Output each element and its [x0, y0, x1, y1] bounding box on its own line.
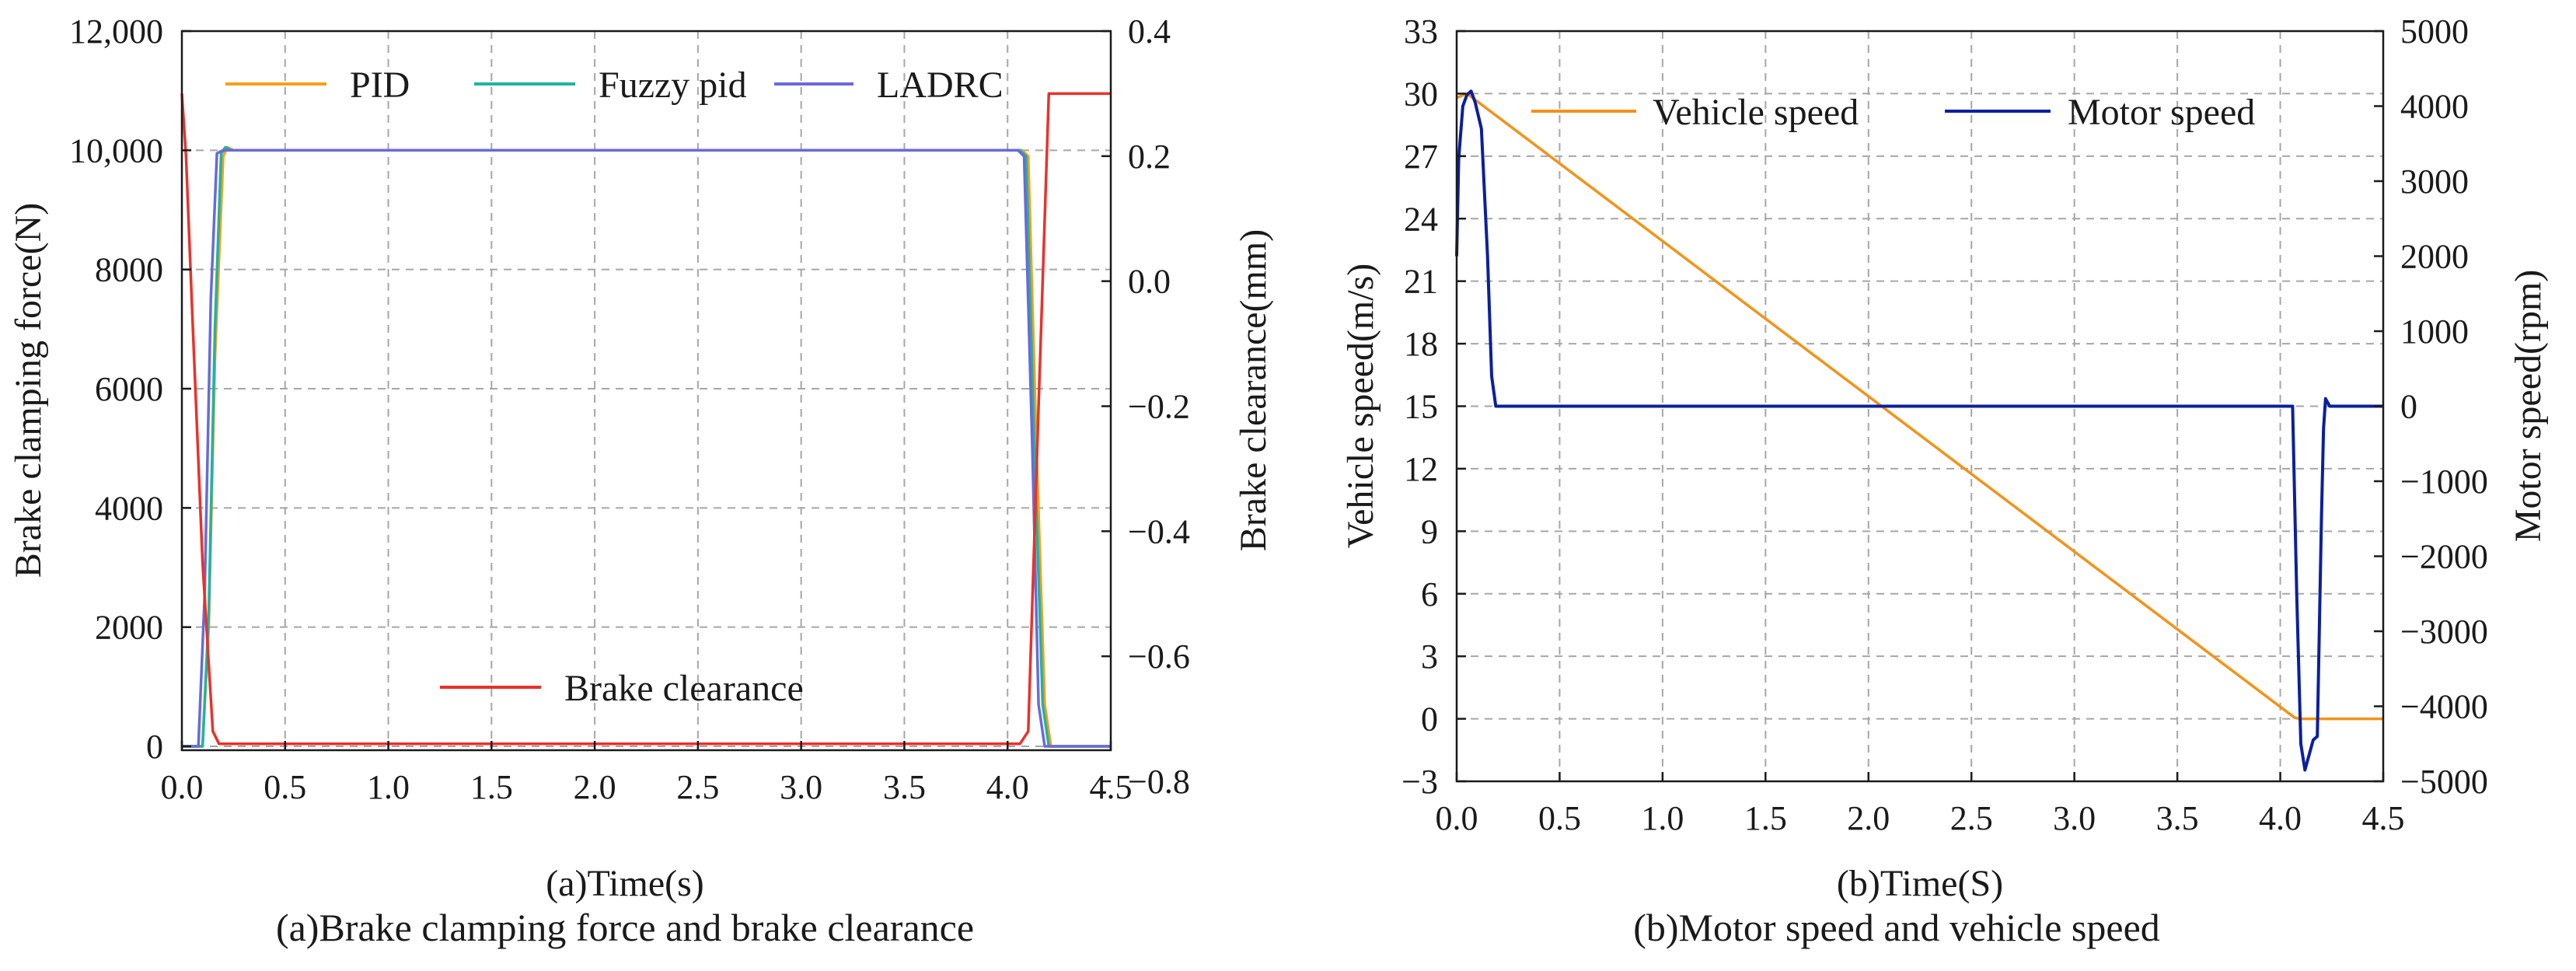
panel-b-series [1455, 89, 2383, 772]
x-tick-label: 0.0 [161, 768, 204, 806]
x-tick-label: 1.5 [470, 768, 513, 806]
legend-motor-speed-label: Motor speed [2068, 92, 2255, 133]
legend-pid-label: PID [350, 65, 410, 106]
x-tick-label: 4.5 [2362, 799, 2405, 837]
y-tick-label: −3 [1401, 763, 1438, 801]
x-tick-label: 3.5 [883, 768, 926, 806]
y2-tick-label: −5000 [2400, 763, 2488, 801]
panel-b-legend: Vehicle speed Motor speed [1531, 92, 2255, 133]
panel-a-y-axis-label: Brake clamping force(N) [8, 203, 49, 578]
x-tick-label: 4.5 [1090, 768, 1133, 806]
x-tick-label: 1.0 [1641, 799, 1684, 837]
x-tick-label: 4.0 [2259, 799, 2302, 837]
y-tick-label: 15 [1404, 388, 1438, 426]
x-tick-label: 0.5 [264, 768, 306, 806]
panel-b-x-axis-label: (b)Time(S) [1837, 863, 2003, 904]
x-tick-label: 4.0 [986, 768, 1029, 806]
y2-tick-label: 2000 [2400, 238, 2469, 276]
legend-brake-clearance-label: Brake clearance [564, 668, 804, 709]
y-tick-label: 0 [146, 728, 163, 766]
panel-a-x-axis-label: (a)Time(s) [546, 863, 704, 904]
panel-a-caption: (a)Brake clamping force and brake cleara… [276, 906, 974, 949]
x-tick-label: 1.5 [1744, 799, 1787, 837]
y-tick-label: 27 [1404, 138, 1438, 176]
x-tick-label: 2.5 [1950, 799, 1993, 837]
y2-tick-label: 0.0 [1128, 263, 1171, 301]
panel-a-y2-axis-label: Brake clearance(mm) [1233, 229, 1274, 551]
panel-a-series [180, 92, 1111, 748]
y-tick-label: 4000 [95, 489, 163, 527]
panel-a-ticks: 0.0 0.5 1.0 1.5 2.0 2.5 3.0 3.5 4.0 4.5 0 2000 4000 6… [69, 12, 1190, 806]
y2-tick-label: 5000 [2400, 12, 2469, 51]
y2-tick-label: −2000 [2400, 538, 2488, 576]
panel-a-legend: PID Fuzzy pid LADRC Brake clearance [225, 65, 1004, 709]
y-tick-label: 33 [1404, 12, 1438, 51]
y-tick-label: 24 [1404, 200, 1438, 238]
y-tick-label: 8000 [95, 251, 163, 289]
legend-ladrc-label: LADRC [877, 65, 1004, 106]
y-tick-label: 0 [1421, 700, 1438, 739]
x-tick-label: 0.0 [1436, 799, 1478, 837]
panel-b-ticks: 0.0 0.5 1.0 1.5 2.0 2.5 3.0 3.5 4.0 4.5 −3 0 3 6 9 12 15… [1401, 12, 2488, 837]
y2-tick-label: −1000 [2400, 463, 2488, 501]
y2-tick-label: −0.8 [1128, 763, 1190, 801]
x-tick-label: 3.0 [780, 768, 822, 806]
series-motor-speed [1455, 89, 2383, 772]
y2-tick-label: −0.6 [1128, 637, 1190, 676]
legend-vehicle-speed-label: Vehicle speed [1653, 92, 1859, 133]
panel-b-speed-chart: 0.0 0.5 1.0 1.5 2.0 2.5 3.0 3.5 4.0 4.5 −3 0 3 6 9 12 15… [1340, 12, 2549, 949]
y-tick-label: 10,000 [69, 131, 163, 169]
y-tick-label: 18 [1404, 325, 1438, 363]
panel-a-plot-frame [180, 30, 1112, 752]
panel-b-caption: (b)Motor speed and vehicle speed [1633, 906, 2160, 949]
x-tick-label: 3.0 [2053, 799, 2096, 837]
y2-tick-label: −0.4 [1128, 512, 1190, 550]
y-tick-label: 2000 [95, 609, 163, 647]
y2-tick-label: −4000 [2400, 688, 2488, 726]
x-tick-label: 2.0 [574, 768, 616, 806]
panel-b-y2-axis-label: Motor speed(rpm) [2508, 270, 2549, 543]
x-tick-label: 2.5 [676, 768, 719, 806]
y-tick-label: 6000 [95, 370, 163, 408]
x-tick-label: 3.5 [2156, 799, 2199, 837]
y-tick-label: 9 [1421, 512, 1438, 550]
y-tick-label: 12 [1404, 450, 1438, 488]
y-tick-label: 21 [1404, 263, 1438, 301]
y-tick-label: 30 [1404, 75, 1438, 113]
x-tick-label: 0.5 [1538, 799, 1581, 837]
series-ladrc [182, 148, 1111, 748]
series-vehicle-speed [1456, 92, 2383, 721]
y2-tick-label: 0.2 [1128, 138, 1171, 176]
series-brake-clearance [180, 92, 1111, 746]
y2-tick-label: 0 [2400, 388, 2417, 426]
y2-tick-label: −0.2 [1128, 388, 1190, 426]
y-tick-label: 12,000 [69, 12, 163, 51]
y2-tick-label: 4000 [2400, 88, 2469, 126]
y2-tick-label: 3000 [2400, 162, 2469, 201]
panel-a-brake-chart: 0.0 0.5 1.0 1.5 2.0 2.5 3.0 3.5 4.0 4.5 0 2000 4000 6… [8, 12, 1274, 949]
x-tick-label: 1.0 [367, 768, 410, 806]
y-tick-label: 3 [1421, 637, 1438, 676]
y2-tick-label: −3000 [2400, 613, 2488, 651]
y2-tick-label: 1000 [2400, 313, 2469, 351]
panel-b-y-axis-label: Vehicle speed(m/s) [1340, 264, 1381, 549]
y2-tick-label: 0.4 [1128, 12, 1171, 51]
x-tick-label: 2.0 [1847, 799, 1890, 837]
y-tick-label: 6 [1421, 575, 1438, 613]
legend-fuzzy-pid-label: Fuzzy pid [599, 65, 747, 106]
